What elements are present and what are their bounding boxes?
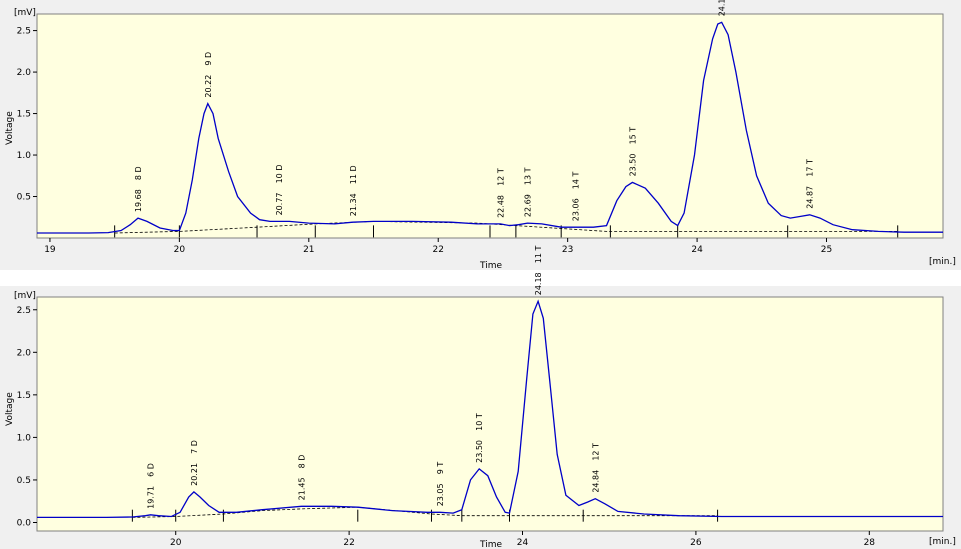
peak-time-label: 23.06 [571,198,580,221]
y-tick-label: 1.0 [17,151,32,161]
y-tick-label: 2.0 [17,68,32,78]
peak-id-label: 9 T [436,462,445,475]
peak-time-label: 21.34 [349,193,358,216]
peak-id-label: 10 D [275,165,284,184]
y-unit-label: [mV] [14,8,36,18]
x-unit-label: [min.] [929,537,956,547]
peak-id-label: 13 T [524,167,533,185]
signal-line [37,299,943,519]
baseline-line [114,220,898,234]
x-axis-label: Time [479,261,502,271]
peak-time-label: 24.84 [591,470,600,493]
x-tick-label: 26 [690,538,702,548]
x-tick-label: 28 [864,538,876,548]
chromatogram-top-chart: [mV] Voltage Time [min.] 0.5 1.0 1.5 2.0 2.5… [5,0,956,271]
peak-id-label: 11 T [534,246,543,264]
axes: 0.0 0.5 1.0 1.5 2.0 2.5 20 22 24 26 28 [17,306,876,548]
peak-time-label: 23.50 [628,154,637,177]
peak-id-label: 11 D [349,165,358,184]
peak-time-label: 22.48 [496,195,505,218]
x-tick-label: 22 [343,538,354,548]
peak-id-label: 6 D [147,463,156,477]
signal-line [37,21,943,234]
y-tick-label: 1.0 [17,433,32,443]
y-tick-label: 2.5 [17,27,31,37]
plot-area [36,296,944,532]
peak-labels: 19.71 6 D 20.21 7 D 21.45 8 D 23.05 9 T 23.50 10 … [147,246,601,509]
peak-id-label: 7 D [190,440,199,454]
chromatogram-bottom-chart: [mV] Voltage Time [min.] 0.0 0.5 1.0 1.5 2.0… [5,246,956,549]
y-axis-label: Voltage [5,392,15,426]
peak-time-label: 23.50 [475,440,484,463]
x-unit-label: [min.] [929,257,956,267]
peak-time-label: 20.22 [204,75,213,98]
peak-id-label: 9 D [204,52,213,66]
y-tick-label: 2.5 [17,306,31,316]
peak-time-label: 19.68 [134,189,143,212]
series [37,21,943,238]
peak-labels: 19.68 8 D 20.22 9 D 20.77 10 D 21.34 11 D 22.48 1… [134,0,815,221]
y-tick-label: 1.5 [17,110,31,120]
peak-time-label: 24.19 [718,0,727,16]
x-tick-label: 23 [562,245,573,255]
y-unit-label: [mV] [14,291,36,301]
x-tick-label: 21 [303,245,314,255]
peak-id-label: 10 T [475,413,484,431]
x-tick-label: 22 [433,245,444,255]
peak-time-label: 22.69 [524,194,533,217]
x-tick-label: 24 [691,245,703,255]
x-tick-label: 20 [170,538,182,548]
y-tick-label: 1.5 [17,391,31,401]
chromatogram-top-panel: [mV] Voltage Time [min.] 0.5 1.0 1.5 2.0 2.5… [0,0,961,271]
x-tick-label: 19 [44,245,56,255]
y-tick-label: 0.5 [17,193,31,203]
peak-id-label: 14 T [571,171,580,189]
y-tick-label: 0.5 [17,476,31,486]
peak-time-label: 24.18 [534,272,543,295]
peak-id-label: 15 T [628,127,637,145]
y-axis-label: Voltage [5,111,15,145]
chromatogram-bottom-panel: [mV] Voltage Time [min.] 0.0 0.5 1.0 1.5 2.0… [0,246,961,549]
axes: 0.5 1.0 1.5 2.0 2.5 19 20 21 22 23 24 25 [17,27,833,255]
x-tick-label: 20 [174,245,186,255]
x-tick-label: 24 [517,538,529,548]
peak-time-label: 19.71 [147,486,156,509]
panel-separator [0,270,961,286]
peak-id-label: 17 T [806,159,815,177]
peak-time-label: 24.87 [806,186,815,209]
peak-time-label: 20.77 [275,193,284,216]
peak-time-label: 20.21 [190,463,199,486]
peak-time-label: 21.45 [297,477,306,500]
peak-id-label: 12 T [496,168,505,186]
y-tick-label: 0.0 [17,518,32,528]
y-tick-label: 2.0 [17,348,32,358]
peak-id-label: 8 D [297,455,306,469]
peak-id-label: 12 T [591,443,600,461]
peak-time-label: 23.05 [436,483,445,506]
x-tick-label: 25 [821,245,832,255]
x-axis-label: Time [479,540,502,549]
peak-id-label: 8 D [134,166,143,180]
series [37,299,943,522]
